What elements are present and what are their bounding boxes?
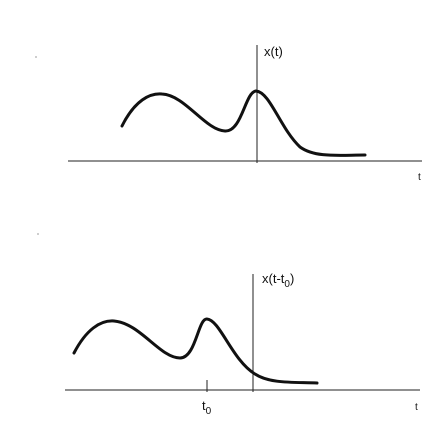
shift-label: t0	[202, 398, 212, 417]
bottom-signal	[72, 317, 319, 385]
label-part: )	[290, 271, 294, 286]
top-signal	[120, 89, 367, 157]
label-subscript: 0	[284, 279, 290, 290]
speck	[37, 233, 39, 235]
label-part: x(t-t	[262, 271, 285, 286]
label-part: t	[202, 398, 206, 413]
label-subscript: 0	[206, 406, 212, 417]
bottom-y-label: x(t-t0)	[262, 271, 294, 290]
speck	[35, 56, 37, 58]
bottom-x-label: t	[415, 402, 418, 413]
top-y-label: x(t)	[264, 44, 283, 59]
top-x-label: t	[418, 172, 421, 183]
